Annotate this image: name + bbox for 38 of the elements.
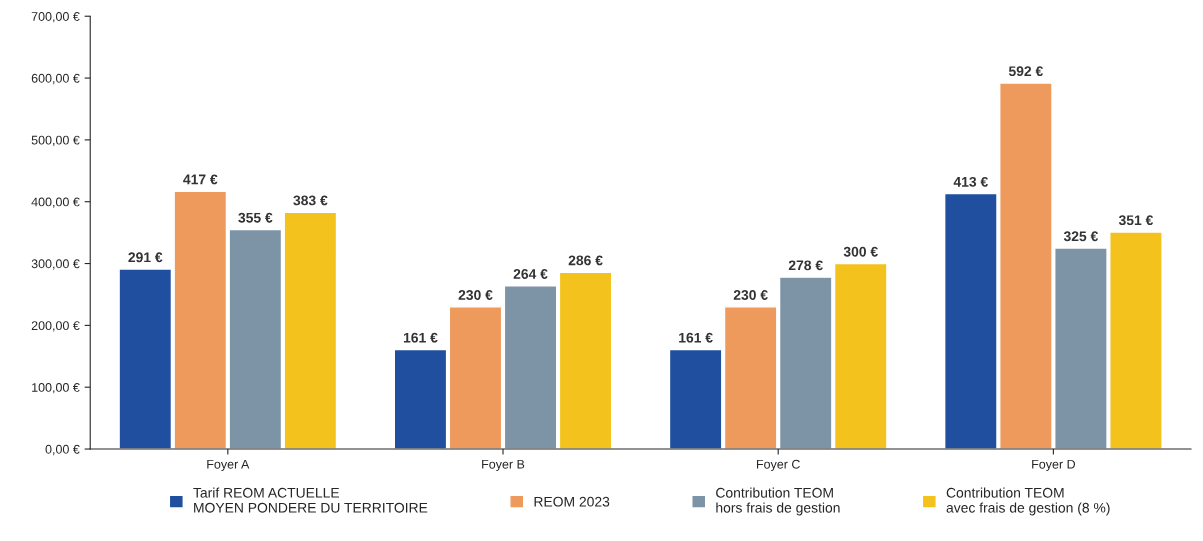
data-label: 286 €: [568, 255, 603, 266]
y-tick-label: 100,00 €: [32, 383, 80, 394]
y-tick-label: 600,00 €: [31, 73, 80, 85]
data-label: 300 €: [843, 246, 878, 257]
y-tick-label: 400,00 €: [31, 197, 80, 208]
data-label: 325 €: [1063, 231, 1099, 242]
data-label: 264 €: [513, 269, 548, 279]
bar: [558, 271, 613, 450]
y-tick-label: 0,00 €: [45, 444, 80, 456]
data-label: 161 €: [403, 332, 438, 343]
y-tick-label: 700,00 €: [31, 12, 80, 23]
data-label: 355 €: [238, 212, 273, 223]
data-label: 413 €: [953, 176, 988, 187]
data-label: 230 €: [458, 290, 493, 300]
data-label: 161 €: [679, 332, 713, 343]
y-tick-label: 500,00 €: [31, 135, 80, 147]
bar: [283, 211, 338, 450]
data-label: 291 €: [128, 252, 163, 263]
bar: [503, 285, 558, 450]
data-label: 278 €: [788, 260, 823, 271]
y-tick-label: 200,00 €: [31, 321, 80, 332]
y-tick-label: 300,00 €: [31, 259, 80, 270]
x-tick-label: Foyer A: [207, 459, 250, 472]
data-label: 351 €: [1118, 215, 1154, 226]
x-tick-label: Foyer D: [1032, 459, 1076, 472]
legend-label: Tarif REOM ACTUELLE MOYEN PONDERE DU TERRITOIRE: [193, 487, 428, 513]
data-label: 592 €: [1008, 66, 1043, 77]
bar: [393, 348, 448, 450]
legend-label: Contribution TEOM avec frais de gestion (8 %): [946, 487, 1110, 516]
data-label: 230 €: [733, 290, 768, 300]
data-label: 383 €: [293, 195, 328, 206]
bar: [668, 348, 723, 450]
bar: [448, 306, 503, 450]
legend-label: Contribution TEOM hors frais de gestion: [716, 487, 840, 516]
data-label: 417 €: [183, 174, 218, 185]
legend-label: REOM 2023: [534, 496, 610, 507]
x-tick-label: Foyer B: [482, 459, 525, 472]
x-tick-label: Foyer C: [756, 459, 800, 472]
